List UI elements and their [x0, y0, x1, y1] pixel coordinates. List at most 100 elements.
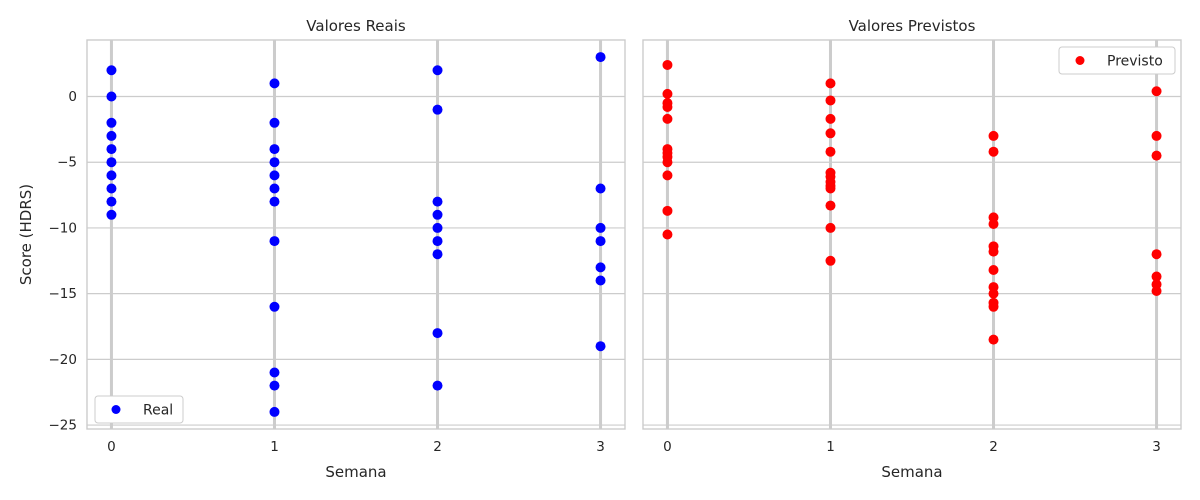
data-point — [269, 117, 280, 128]
data-point — [106, 157, 117, 168]
panel-predicted-values: 0 1 2 3 Valores Previstos Semana Previsto — [642, 17, 1182, 481]
data-point — [825, 183, 836, 194]
grid-lines — [643, 40, 1181, 429]
data-point — [825, 255, 836, 266]
y-tick-label: −15 — [49, 286, 78, 302]
data-point — [595, 262, 606, 273]
data-point — [988, 288, 999, 299]
data-point — [269, 170, 280, 181]
data-point — [825, 222, 836, 233]
x-tick-label: 1 — [270, 439, 279, 455]
legend: Previsto — [1058, 46, 1176, 75]
data-point — [432, 236, 443, 247]
x-tick-label: 3 — [1152, 439, 1161, 455]
x-tick-label: 1 — [826, 439, 835, 455]
data-point — [1151, 271, 1162, 282]
x-axis-label: Semana — [881, 463, 942, 481]
chart-title: Valores Reais — [306, 17, 406, 35]
grid-lines — [87, 40, 625, 429]
plot-frame — [642, 39, 1182, 430]
data-point — [825, 146, 836, 157]
data-point — [106, 170, 117, 181]
data-point — [988, 246, 999, 257]
data-point — [1151, 130, 1162, 141]
data-point — [432, 222, 443, 233]
data-point — [662, 205, 673, 216]
legend-label: Previsto — [1107, 54, 1163, 70]
x-tick-label: 2 — [433, 439, 442, 455]
data-point — [106, 183, 117, 194]
data-point — [988, 130, 999, 141]
data-point — [825, 113, 836, 124]
data-point — [269, 183, 280, 194]
data-point — [106, 209, 117, 220]
data-point — [1151, 86, 1162, 97]
data-point — [269, 78, 280, 89]
data-point — [988, 146, 999, 157]
data-point — [988, 264, 999, 275]
data-point — [432, 65, 443, 76]
data-point — [432, 249, 443, 260]
data-point — [825, 128, 836, 139]
data-point — [269, 406, 280, 417]
data-point — [595, 236, 606, 247]
data-point — [432, 380, 443, 391]
data-point — [595, 52, 606, 63]
data-point — [595, 183, 606, 194]
x-tick-label: 0 — [663, 439, 672, 455]
tick-labels: 0 1 2 3 — [663, 439, 1161, 455]
legend-box — [94, 395, 184, 424]
data-point — [432, 328, 443, 339]
data-point — [825, 200, 836, 211]
data-point — [432, 196, 443, 207]
data-point — [432, 104, 443, 115]
data-point — [106, 144, 117, 155]
data-point — [106, 65, 117, 76]
data-point — [825, 78, 836, 89]
legend-label: Real — [143, 403, 173, 419]
chart-title: Valores Previstos — [849, 17, 976, 35]
data-point — [662, 113, 673, 124]
data-point — [662, 170, 673, 181]
y-tick-label: −25 — [49, 418, 78, 434]
y-tick-label: 0 — [68, 89, 77, 105]
data-point — [988, 301, 999, 312]
data-point — [1151, 286, 1162, 297]
data-point — [988, 334, 999, 345]
data-point — [106, 130, 117, 141]
data-point — [106, 196, 117, 207]
data-point — [662, 59, 673, 70]
data-point — [106, 117, 117, 128]
data-point — [662, 229, 673, 240]
x-axis-label: Semana — [325, 463, 386, 481]
legend-marker — [111, 405, 121, 414]
data-point — [269, 157, 280, 168]
data-point — [269, 196, 280, 207]
panel-real-values: −25 −20 −15 −10 −5 0 0 1 2 3 Valores Reais Semana… — [17, 17, 626, 481]
data-point — [269, 380, 280, 391]
y-tick-label: −20 — [49, 352, 78, 368]
x-tick-label: 3 — [596, 439, 605, 455]
legend-marker — [1075, 56, 1085, 65]
data-point — [595, 275, 606, 286]
data-point — [662, 157, 673, 168]
data-point — [595, 341, 606, 352]
data-point — [662, 102, 673, 113]
data-point — [988, 218, 999, 229]
legend-box — [1058, 46, 1176, 75]
data-point — [432, 209, 443, 220]
data-point — [269, 301, 280, 312]
x-tick-label: 0 — [107, 439, 116, 455]
y-axis-label: Score (HDRS) — [17, 184, 35, 285]
x-tick-label: 2 — [989, 439, 998, 455]
y-tick-label: −10 — [49, 220, 78, 236]
data-point — [1151, 150, 1162, 161]
data-point — [269, 144, 280, 155]
tick-labels: −25 −20 −15 −10 −5 0 0 1 2 3 — [49, 89, 605, 455]
data-point — [269, 367, 280, 378]
y-tick-label: −5 — [57, 155, 77, 171]
data-point — [106, 91, 117, 102]
scatter-points — [662, 59, 1162, 345]
data-point — [595, 222, 606, 233]
